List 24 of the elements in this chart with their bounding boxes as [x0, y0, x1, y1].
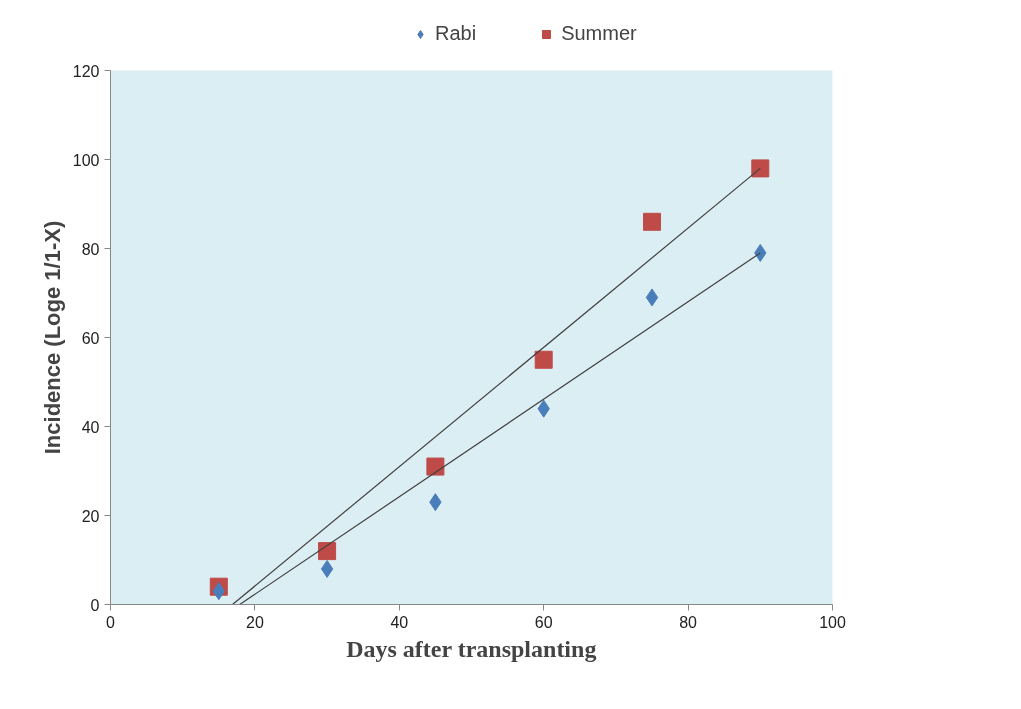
y-tick-label: 120 [72, 62, 100, 80]
point [751, 159, 770, 178]
y-tick-label: 100 [72, 151, 100, 169]
point [643, 212, 661, 231]
point [320, 559, 334, 578]
point [426, 457, 445, 476]
y-tick-label: 0 [90, 596, 100, 614]
x-tick-label: 80 [679, 613, 698, 631]
y-axis-title: Incidence (Loge 1/1-X) [39, 220, 65, 455]
x-tick-label: 20 [246, 613, 264, 631]
legend-label: Summer [561, 22, 637, 45]
x-axis-title: Days after transplanting [346, 635, 597, 662]
point [318, 542, 337, 561]
y-tick-label: 20 [81, 507, 100, 525]
x-tick-label: 40 [390, 613, 409, 631]
point [534, 350, 553, 369]
y-tick-label: 60 [81, 329, 100, 347]
y-tick-label: 40 [81, 418, 100, 436]
legend-label: Rabi [435, 22, 477, 45]
x-tick-label: 100 [819, 613, 846, 631]
point [645, 288, 659, 307]
x-tick-label: 0 [106, 613, 116, 631]
x-tick-label: 60 [534, 613, 553, 631]
y-tick-label: 80 [81, 240, 100, 258]
